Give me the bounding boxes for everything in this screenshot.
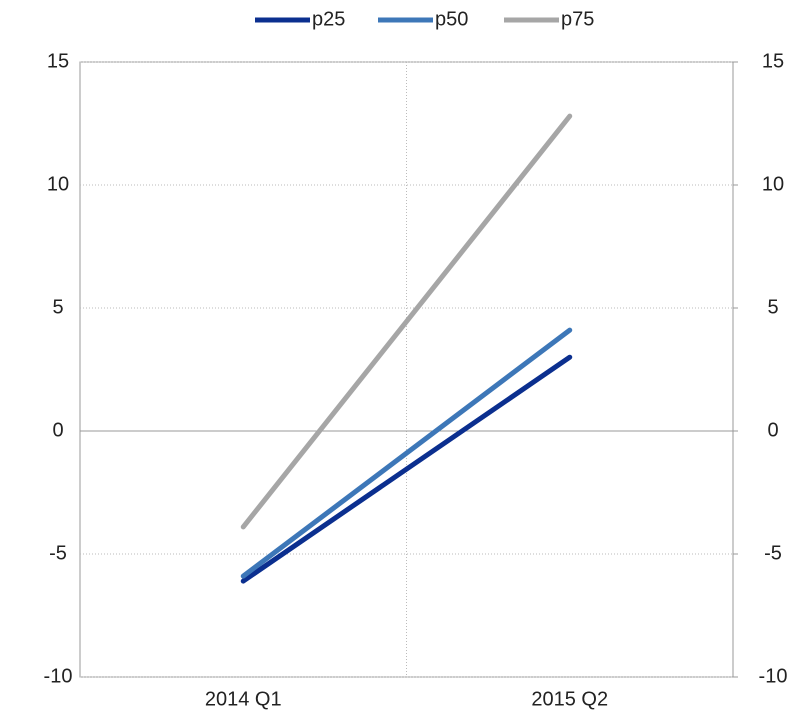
y2-tick-label: 10 (762, 173, 784, 195)
x-tick-label: 2015 Q2 (531, 688, 608, 710)
series-line (240, 327, 573, 579)
legend-label: p50 (435, 8, 468, 30)
legend-label: p75 (561, 8, 594, 30)
y-tick-label: 10 (47, 173, 69, 195)
series-line (240, 354, 573, 584)
legend-label: p25 (312, 8, 345, 30)
y-tick-label: 5 (52, 296, 63, 318)
x-tick-label: 2014 Q1 (205, 688, 282, 710)
y2-tick-label: -10 (759, 665, 788, 687)
y-tick-label: -10 (44, 665, 73, 687)
y-tick-label: 15 (47, 50, 69, 72)
y-tick-label: 0 (52, 419, 63, 441)
y2-tick-label: 5 (767, 296, 778, 318)
y2-tick-label: -5 (764, 542, 782, 564)
y2-tick-label: 15 (762, 50, 784, 72)
series-line (240, 113, 573, 530)
y-tick-label: -5 (49, 542, 67, 564)
y2-tick-label: 0 (767, 419, 778, 441)
